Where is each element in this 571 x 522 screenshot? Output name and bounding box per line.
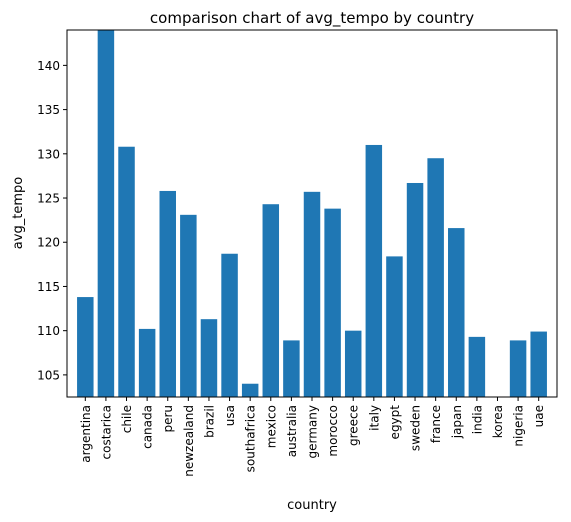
bar-egypt bbox=[386, 256, 403, 397]
x-tick-label: egypt bbox=[388, 405, 402, 440]
chart-title: comparison chart of avg_tempo by country bbox=[150, 9, 474, 28]
bar-greece bbox=[344, 330, 362, 397]
bar-uae bbox=[530, 331, 547, 397]
x-tick-label: peru bbox=[161, 405, 175, 433]
x-tick-label: italy bbox=[367, 405, 381, 431]
bar-newzealand bbox=[180, 214, 197, 397]
bar-argentina bbox=[77, 297, 94, 397]
bar-japan bbox=[448, 228, 465, 397]
x-tick-label: germany bbox=[306, 405, 320, 458]
bar-chile bbox=[118, 146, 135, 397]
y-tick-label: 110 bbox=[37, 324, 60, 338]
bar-germany bbox=[303, 191, 321, 397]
bars-group bbox=[77, 30, 547, 397]
x-tick-label: chile bbox=[120, 405, 134, 433]
bar-italy bbox=[365, 144, 383, 397]
bar-australia bbox=[283, 340, 300, 397]
y-tick-label: 140 bbox=[37, 59, 60, 73]
y-tick-label: 120 bbox=[37, 236, 60, 250]
bar-costarica bbox=[97, 30, 115, 397]
y-axis-label: avg_tempo bbox=[11, 177, 26, 249]
x-tick-label: sweden bbox=[409, 405, 423, 451]
x-tick-label: france bbox=[429, 405, 443, 443]
plot-area-frame bbox=[66, 29, 558, 398]
bar-morocco bbox=[324, 208, 341, 397]
bar-southafrica bbox=[241, 383, 259, 397]
bar-nigeria bbox=[509, 340, 527, 397]
y-ticks-group: 105 110 115 120 125 130 135 140 bbox=[37, 59, 67, 382]
x-tick-label: newzealand bbox=[182, 405, 196, 477]
x-tick-label: morocco bbox=[326, 405, 340, 457]
y-tick-label: 115 bbox=[37, 280, 60, 294]
x-tick-label: mexico bbox=[264, 405, 278, 448]
x-tick-label: nigeria bbox=[512, 405, 526, 447]
x-tick-label: uae bbox=[532, 405, 546, 427]
bar-india bbox=[468, 336, 486, 397]
x-axis-label: country bbox=[287, 498, 337, 513]
bar-mexico bbox=[262, 204, 280, 397]
bar-france bbox=[427, 158, 444, 397]
x-tick-label: southafrica bbox=[244, 405, 258, 472]
bar-sweden bbox=[406, 182, 424, 397]
bar-brazil bbox=[200, 319, 218, 397]
x-tick-label: greece bbox=[347, 405, 361, 446]
y-tick-label: 125 bbox=[37, 192, 60, 206]
y-tick-label: 130 bbox=[37, 147, 60, 161]
y-tick-label: 105 bbox=[37, 368, 60, 382]
x-tick-label: india bbox=[470, 405, 484, 434]
x-tick-label: korea bbox=[491, 405, 505, 438]
x-tick-label: usa bbox=[223, 405, 237, 426]
x-tick-label: argentina bbox=[79, 405, 93, 463]
bar-usa bbox=[221, 253, 238, 397]
x-ticks-group: argentina costarica chile canada peru newzeal… bbox=[79, 397, 546, 477]
y-tick-label: 135 bbox=[37, 103, 60, 117]
bar-canada bbox=[138, 328, 156, 397]
x-tick-label: japan bbox=[450, 405, 464, 439]
bar-peru bbox=[159, 190, 176, 397]
x-tick-label: australia bbox=[285, 405, 299, 457]
x-tick-label: canada bbox=[141, 405, 155, 449]
x-tick-label: brazil bbox=[202, 405, 216, 438]
x-tick-label: costarica bbox=[99, 405, 113, 459]
